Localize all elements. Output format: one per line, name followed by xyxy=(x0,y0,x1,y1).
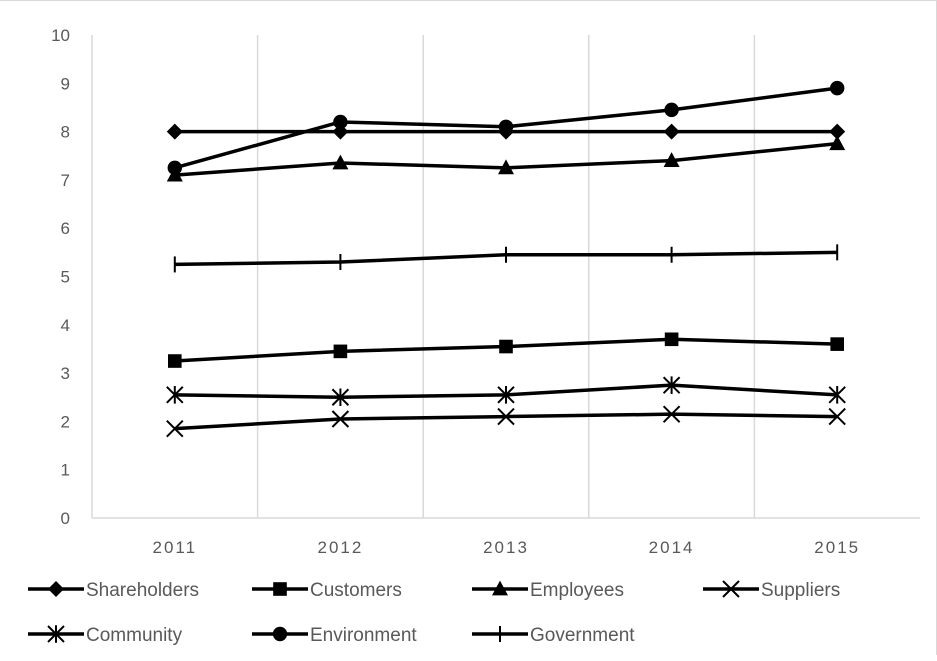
legend-marker-customers xyxy=(273,582,287,596)
data-point-shareholders xyxy=(166,123,183,140)
data-point-shareholders xyxy=(663,123,680,140)
data-point-community xyxy=(331,388,350,407)
data-point-suppliers xyxy=(497,407,515,426)
data-point-community xyxy=(662,376,681,394)
data-point-suppliers xyxy=(331,410,350,428)
data-point-environment xyxy=(830,80,845,96)
data-point-community xyxy=(497,386,515,404)
data-point-environment xyxy=(333,114,348,130)
legend: Shareholders Customers Employees Suppliers C… xyxy=(28,580,840,646)
data-point-customers xyxy=(830,337,844,351)
legend-marker-environment xyxy=(272,626,288,642)
legend-item-government: Government xyxy=(472,625,635,646)
y-tick-label: 10 xyxy=(51,26,70,45)
x-tick-label: 2015 xyxy=(814,538,860,557)
legend-item-customers: Customers xyxy=(252,580,402,601)
y-tick-label: 1 xyxy=(61,461,70,480)
y-tick-label: 3 xyxy=(61,364,70,383)
series-environment xyxy=(167,80,845,176)
data-point-employees xyxy=(663,152,680,167)
axes: 0 1 2 3 4 5 6 7 8 9 10 2011 2012 2013 2014 2015 xyxy=(51,26,920,557)
y-tick-label: 6 xyxy=(61,219,70,238)
data-point-customers xyxy=(168,354,182,368)
data-point-suppliers xyxy=(166,419,184,438)
y-tick-label: 2 xyxy=(61,412,70,431)
y-tick-label: 9 xyxy=(61,74,70,93)
legend-item-suppliers: Suppliers xyxy=(703,580,840,601)
data-point-environment xyxy=(498,119,514,134)
data-point-community xyxy=(828,386,846,404)
legend-marker-suppliers xyxy=(722,580,740,598)
series-suppliers xyxy=(166,405,846,438)
series-government xyxy=(173,244,839,273)
legend-item-shareholders: Shareholders xyxy=(28,580,199,601)
legend-label-environment: Environment xyxy=(310,625,417,646)
data-point-suppliers xyxy=(828,407,846,426)
gridlines xyxy=(256,35,756,518)
legend-label-shareholders: Shareholders xyxy=(86,580,199,601)
series-lines xyxy=(166,80,846,438)
x-tick-label: 2013 xyxy=(483,538,529,557)
series-community xyxy=(166,376,846,407)
data-point-customers xyxy=(499,339,513,354)
data-point-environment xyxy=(664,102,679,118)
y-tick-label: 5 xyxy=(61,268,70,287)
legend-marker-employees xyxy=(492,580,508,596)
series-customers xyxy=(168,332,844,368)
legend-item-employees: Employees xyxy=(472,580,624,601)
legend-label-customers: Customers xyxy=(310,580,402,601)
legend-label-employees: Employees xyxy=(530,580,624,601)
y-tick-label: 8 xyxy=(61,123,70,142)
x-tick-label: 2014 xyxy=(649,538,695,557)
legend-label-suppliers: Suppliers xyxy=(761,580,840,601)
data-point-community xyxy=(166,386,184,404)
legend-marker-community xyxy=(47,625,65,643)
legend-item-environment: Environment xyxy=(252,625,417,646)
x-tick-label: 2012 xyxy=(317,538,363,557)
y-tick-label: 4 xyxy=(61,316,70,335)
data-point-employees xyxy=(829,135,846,151)
series-employees xyxy=(166,135,846,182)
legend-label-government: Government xyxy=(530,625,635,646)
data-point-employees xyxy=(498,159,514,175)
legend-marker-shareholders xyxy=(48,581,64,597)
data-point-employees xyxy=(332,154,349,170)
y-tick-label: 0 xyxy=(61,509,70,528)
data-point-environment xyxy=(167,160,182,176)
data-point-suppliers xyxy=(662,405,681,423)
data-point-shareholders xyxy=(829,123,846,140)
data-point-customers xyxy=(333,344,348,359)
y-tick-label: 7 xyxy=(61,171,70,190)
x-tick-label: 2011 xyxy=(153,538,198,557)
legend-item-community: Community xyxy=(28,625,183,646)
legend-label-community: Community xyxy=(86,625,183,646)
data-point-shareholders xyxy=(332,123,349,140)
data-point-customers xyxy=(664,332,679,347)
